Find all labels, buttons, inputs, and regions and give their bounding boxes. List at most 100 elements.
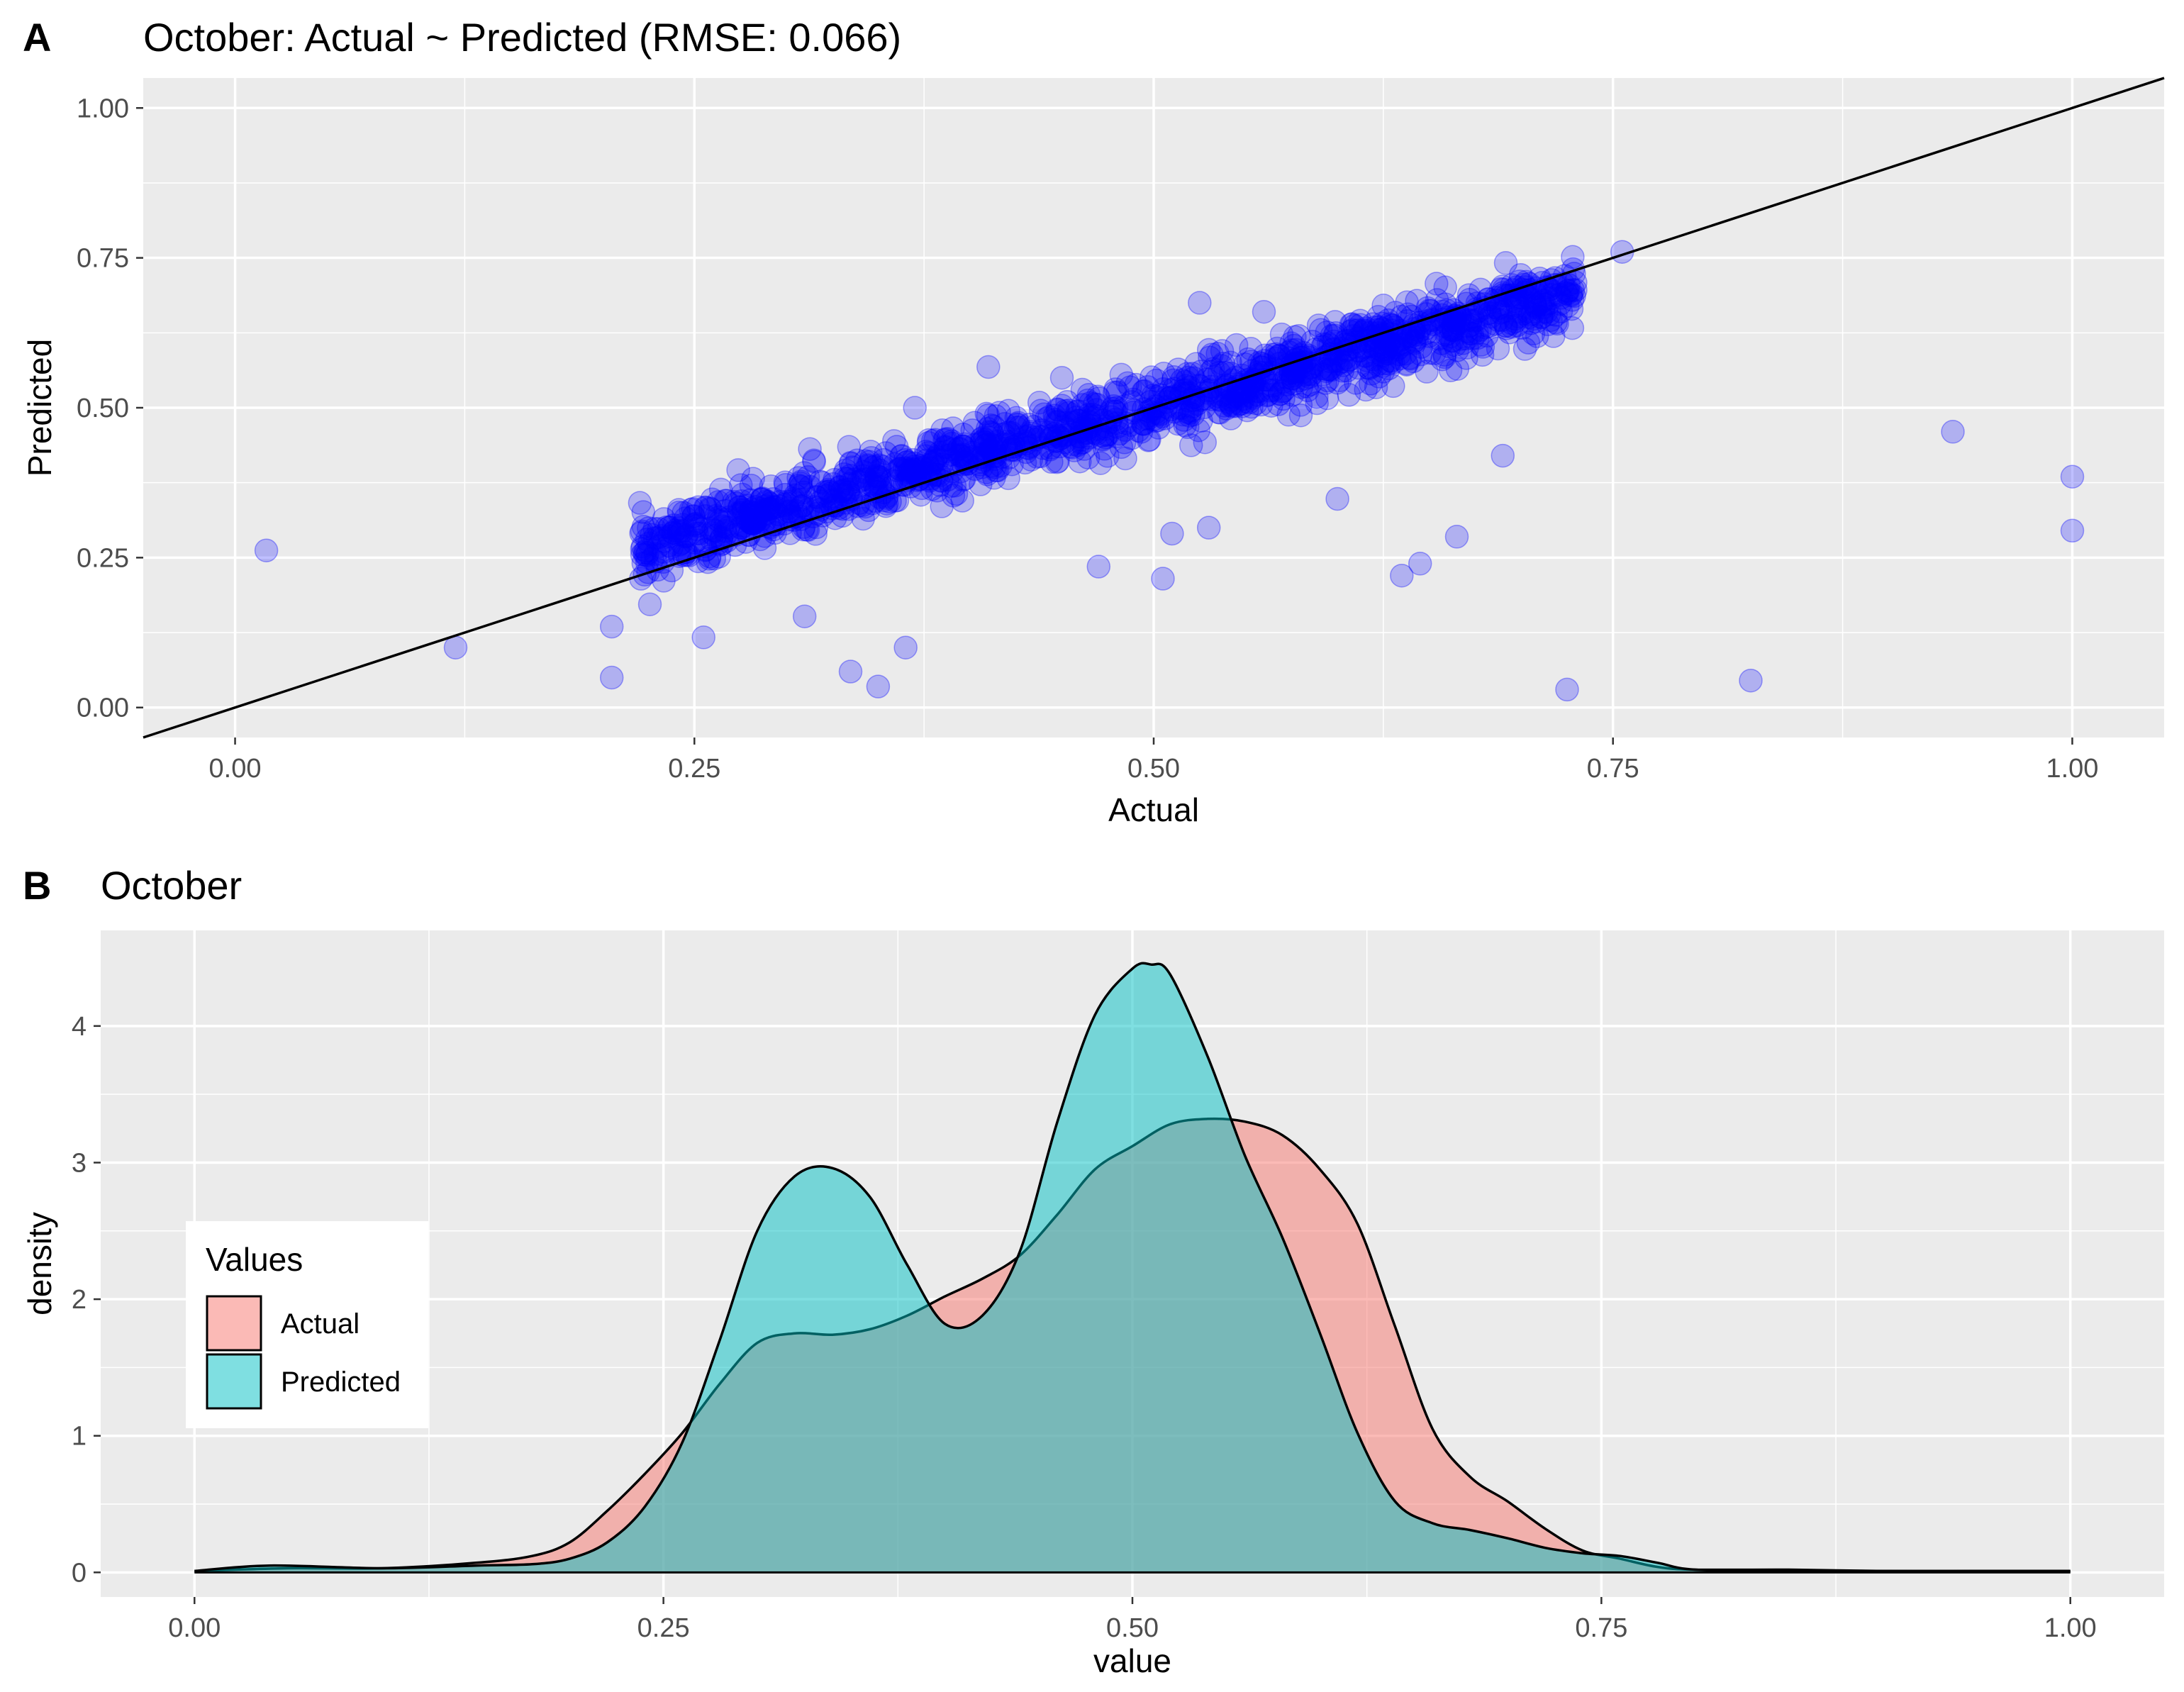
scatter-point bbox=[995, 430, 1019, 454]
panel-a-reference-line-group bbox=[143, 77, 2165, 739]
scatter-point bbox=[1315, 386, 1339, 411]
scatter-point bbox=[681, 496, 705, 521]
scatter-point bbox=[1486, 336, 1510, 361]
scatter-point bbox=[1161, 365, 1186, 389]
scatter-point bbox=[1324, 321, 1348, 345]
scatter-point bbox=[1512, 272, 1536, 297]
scatter-point bbox=[1249, 392, 1274, 417]
scatter-point bbox=[903, 455, 927, 479]
scatter-point bbox=[1442, 318, 1466, 343]
x-tick-label: 0.50 bbox=[1106, 1613, 1159, 1643]
scatter-point bbox=[1537, 302, 1561, 326]
scatter-point bbox=[836, 477, 861, 502]
scatter-point bbox=[643, 542, 668, 567]
scatter-point bbox=[1225, 384, 1249, 408]
scatter-point bbox=[738, 500, 763, 525]
scatter-point bbox=[1160, 521, 1184, 546]
scatter-point bbox=[838, 464, 863, 488]
scatter-point bbox=[717, 505, 742, 530]
scatter-point bbox=[1054, 411, 1078, 435]
scatter-point bbox=[1325, 486, 1349, 511]
scatter-point bbox=[1510, 316, 1534, 340]
scatter-point bbox=[1530, 305, 1554, 330]
scatter-point bbox=[1143, 401, 1167, 425]
scatter-point bbox=[893, 635, 918, 659]
panel-a-tag: A bbox=[23, 15, 51, 60]
scatter-point bbox=[774, 472, 798, 497]
scatter-point bbox=[1060, 435, 1084, 460]
scatter-point bbox=[710, 514, 735, 538]
scatter-point bbox=[1464, 308, 1489, 332]
scatter-point bbox=[715, 529, 739, 553]
scatter-point bbox=[863, 454, 887, 479]
scatter-point bbox=[1019, 434, 1044, 458]
scatter-point bbox=[979, 433, 1004, 457]
panel-a-title: October: Actual ~ Predicted (RMSE: 0.066… bbox=[143, 15, 901, 60]
scatter-point bbox=[951, 467, 976, 492]
scatter-point bbox=[635, 541, 660, 565]
scatter-point bbox=[1539, 268, 1564, 292]
scatter-point bbox=[1464, 300, 1488, 325]
scatter-point bbox=[814, 484, 838, 508]
scatter-point bbox=[1175, 362, 1200, 386]
scatter-point bbox=[907, 467, 932, 491]
scatter-point bbox=[1393, 332, 1417, 357]
scatter-point bbox=[1451, 308, 1475, 333]
scatter-point bbox=[984, 404, 1008, 428]
scatter-point bbox=[1257, 368, 1281, 392]
scatter-point bbox=[863, 489, 888, 513]
scatter-point bbox=[1230, 394, 1254, 418]
scatter-point bbox=[1231, 386, 1256, 411]
scatter-point bbox=[773, 470, 798, 495]
scatter-point bbox=[673, 524, 697, 549]
scatter-point bbox=[1549, 286, 1573, 310]
scatter-point bbox=[1129, 420, 1154, 444]
scatter-point bbox=[750, 487, 774, 511]
scatter-point bbox=[1739, 668, 1763, 693]
scatter-point bbox=[980, 422, 1005, 446]
scatter-point bbox=[996, 399, 1020, 423]
scatter-point bbox=[1347, 355, 1371, 380]
scatter-point bbox=[916, 430, 941, 455]
scatter-point bbox=[856, 453, 880, 477]
scatter-point bbox=[1303, 337, 1327, 362]
scatter-point bbox=[1422, 341, 1447, 366]
scatter-point bbox=[1118, 413, 1143, 438]
scatter-point bbox=[921, 451, 945, 475]
scatter-point bbox=[1486, 308, 1510, 332]
scatter-point bbox=[1022, 415, 1046, 439]
scatter-point bbox=[933, 435, 958, 460]
scatter-point bbox=[1280, 367, 1305, 391]
scatter-point bbox=[886, 458, 910, 483]
scatter-point bbox=[861, 455, 886, 479]
scatter-point bbox=[832, 482, 856, 507]
scatter-point bbox=[769, 489, 793, 514]
scatter-point bbox=[1381, 333, 1405, 357]
panel-b-title: October bbox=[101, 863, 242, 908]
scatter-point bbox=[1300, 329, 1325, 354]
scatter-point bbox=[1189, 360, 1213, 384]
scatter-point bbox=[647, 534, 671, 559]
scatter-point bbox=[834, 491, 858, 515]
scatter-point bbox=[667, 521, 691, 545]
scatter-point bbox=[1534, 300, 1559, 324]
scatter-point bbox=[1057, 399, 1081, 423]
scatter-point bbox=[1192, 395, 1216, 420]
scatter-point bbox=[847, 477, 872, 502]
scatter-point bbox=[1207, 360, 1232, 385]
scatter-point bbox=[1052, 430, 1077, 455]
scatter-point bbox=[663, 518, 687, 542]
scatter-point bbox=[693, 496, 718, 520]
scatter-point bbox=[779, 504, 803, 528]
scatter-point bbox=[940, 459, 964, 484]
scatter-point bbox=[846, 469, 871, 494]
scatter-point bbox=[1340, 318, 1365, 343]
scatter-point bbox=[1347, 338, 1372, 363]
scatter-point bbox=[1471, 335, 1495, 359]
scatter-point bbox=[1370, 311, 1394, 335]
scatter-point bbox=[1260, 343, 1284, 367]
scatter-point bbox=[1005, 412, 1030, 436]
legend-label-predicted: Predicted bbox=[281, 1367, 401, 1398]
scatter-point bbox=[1499, 296, 1524, 320]
scatter-point bbox=[728, 495, 752, 520]
